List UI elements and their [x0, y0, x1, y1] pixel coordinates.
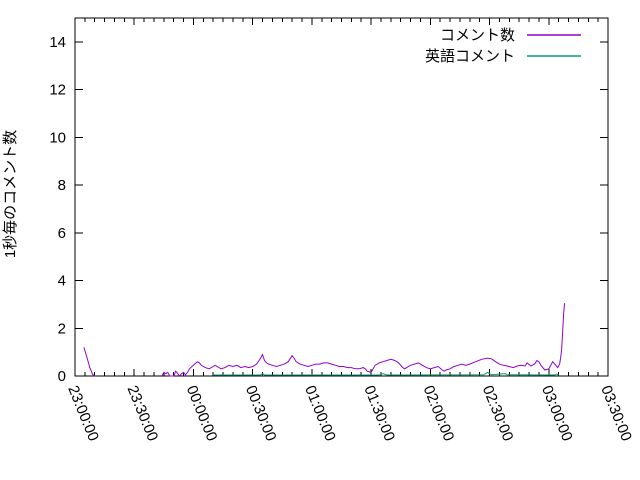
series-line-0: [83, 347, 96, 377]
x-tick-label: 00:00:00: [183, 383, 221, 444]
y-tick-label: 10: [49, 129, 66, 146]
legend-label-comment-count: コメント数: [440, 27, 515, 44]
x-tick-label: 00:30:00: [242, 383, 280, 444]
x-tick-label: 02:00:00: [420, 383, 458, 444]
y-tick-label: 6: [58, 225, 66, 242]
x-tick-label: 23:00:00: [64, 383, 102, 444]
x-tick-label: 03:00:00: [538, 383, 576, 444]
y-axis-title: 1秒毎のコメント数: [2, 130, 19, 258]
x-tick-label: 02:30:00: [479, 383, 517, 444]
legend-label-english-comments: 英語コメント: [425, 47, 515, 65]
series-line-0: [161, 303, 566, 377]
y-tick-label: 4: [58, 273, 66, 290]
y-tick-label: 8: [58, 177, 66, 194]
legend: コメント数 英語コメント: [425, 27, 581, 65]
x-tick-label: 01:30:00: [360, 383, 398, 444]
x-tick-label: 23:30:00: [124, 383, 162, 444]
plot-area: 0 2 4 6 8 10 12 14 23:00:00 23:30:00 00:00:00 00:30…: [49, 17, 635, 444]
x-tick-label: 03:30:00: [597, 383, 635, 444]
y-tick-label: 12: [49, 82, 66, 99]
y-tick-label: 0: [58, 368, 66, 385]
y-tick-label: 2: [58, 320, 66, 337]
y-tick-label: 14: [49, 34, 66, 51]
x-tick-label: 01:00:00: [301, 383, 339, 444]
series-line-1: [213, 371, 559, 376]
plot-border: [74, 17, 609, 377]
